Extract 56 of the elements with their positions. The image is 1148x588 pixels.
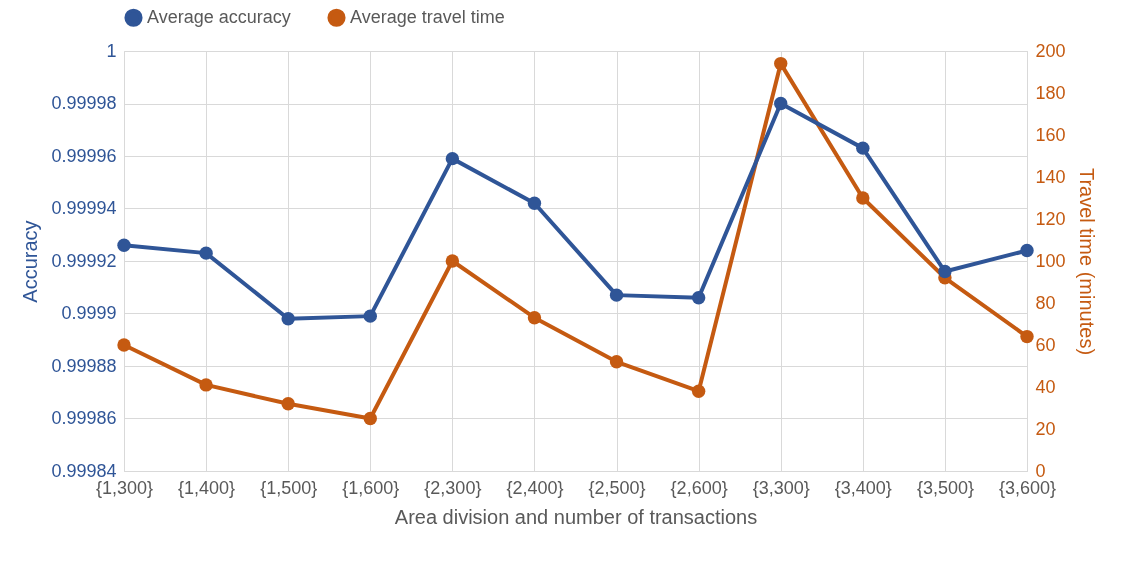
y2-tick-label: 80: [1035, 292, 1056, 313]
y2-axis-title: Travel time (minutes): [1075, 167, 1098, 356]
legend-label: Average travel time: [350, 6, 505, 27]
x-tick-label: {1,500}: [260, 477, 318, 498]
point: [363, 309, 377, 323]
point: [691, 384, 706, 398]
y-axis-title: Accuracy: [19, 220, 42, 303]
point: [774, 56, 788, 71]
point: [363, 411, 377, 426]
x-tick-label: {2,300}: [424, 477, 482, 498]
point: [117, 338, 131, 352]
point: [527, 196, 542, 210]
point: [527, 311, 542, 325]
point: [281, 312, 295, 326]
y2-tick-label: 60: [1035, 334, 1056, 355]
legend-label: Average accuracy: [147, 6, 291, 27]
x-tick-label: {2,600}: [670, 477, 728, 498]
x-tick-label: {3,500}: [916, 477, 974, 498]
point: [774, 96, 788, 111]
point: [856, 191, 870, 205]
point: [445, 254, 460, 268]
y-tick-label: 0.99986: [51, 408, 117, 428]
y2-tick-label: 140: [1035, 166, 1066, 187]
y2-tick-label: 40: [1035, 376, 1056, 397]
point: [691, 291, 706, 305]
point: [609, 288, 624, 302]
point: [445, 151, 460, 166]
point: [281, 397, 295, 411]
y-tick-label: 0.99998: [51, 93, 117, 113]
y2-tick-label: 100: [1035, 250, 1066, 271]
x-axis-title: Area division and number of transactions: [394, 505, 758, 528]
x-tick-label: {2,400}: [506, 477, 564, 498]
y-tick-label: 0.99996: [51, 145, 117, 166]
point: [199, 246, 213, 260]
point: [117, 238, 131, 252]
x-tick-label: {2,500}: [588, 477, 646, 498]
point: [199, 378, 213, 392]
y-tick-label: 0.99988: [51, 355, 117, 376]
point: [1020, 329, 1034, 344]
y2-tick-label: 120: [1035, 208, 1066, 229]
y-tick-label: 0.99994: [51, 198, 117, 218]
y2-tick-label: 200: [1035, 40, 1066, 61]
x-tick-label: {1,600}: [342, 477, 400, 498]
point: [856, 141, 870, 155]
x-tick-label: {3,300}: [752, 477, 810, 498]
y-tick-label: 0.99992: [51, 250, 117, 271]
y2-tick-label: 180: [1035, 82, 1066, 103]
point: [938, 264, 952, 279]
y-tick-label: 1: [106, 40, 117, 61]
point: [609, 355, 624, 369]
point: [1020, 243, 1034, 258]
y2-tick-label: 20: [1035, 418, 1056, 439]
x-tick-label: {1,400}: [178, 477, 236, 498]
y2-tick-label: 160: [1035, 124, 1066, 145]
y-tick-label: 0.9999: [61, 303, 117, 323]
x-tick-label: {3,400}: [834, 477, 892, 498]
